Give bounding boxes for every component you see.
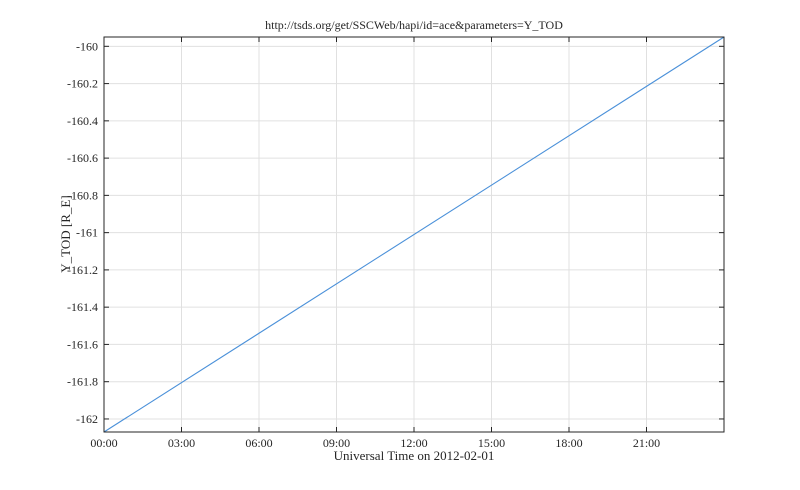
chart-title: http://tsds.org/get/SSCWeb/hapi/id=ace&p… <box>265 18 563 32</box>
y-tick-label: -160.8 <box>67 188 98 202</box>
x-tick-label: 12:00 <box>400 436 427 450</box>
x-tick-label: 15:00 <box>478 436 505 450</box>
y-tick-label: -161 <box>76 226 98 240</box>
y-tick-label: -161.6 <box>67 337 98 351</box>
y-tick-label: -161.2 <box>67 263 98 277</box>
y-tick-label: -160.2 <box>67 77 98 91</box>
x-tick-label: 06:00 <box>245 436 272 450</box>
x-tick-label: 03:00 <box>168 436 195 450</box>
y-tick-label: -160.6 <box>67 151 98 165</box>
y-tick-label: -161.8 <box>67 375 98 389</box>
series-group <box>103 36 725 433</box>
x-axis-ticks: 00:00 03:00 06:00 09:00 12:00 15:00 18:00 21:00 <box>90 37 660 450</box>
y-axis-ticks: -160 -160.2 -160.4 -160.6 -160.8 -161 -161.2 -1… <box>67 39 724 426</box>
y-axis-label: Y_TOD [R_E] <box>58 195 73 272</box>
grid-lines <box>104 37 724 432</box>
x-tick-label: 00:00 <box>90 436 117 450</box>
x-axis-label: Universal Time on 2012-02-01 <box>334 448 495 463</box>
y-tick-label: -162 <box>76 412 98 426</box>
x-tick-label: 18:00 <box>555 436 582 450</box>
y-tick-label: -161.4 <box>67 300 98 314</box>
y-tick-label: -160 <box>76 39 98 53</box>
y-tick-label: -160.4 <box>67 114 98 128</box>
x-tick-label: 21:00 <box>633 436 660 450</box>
series-line <box>103 36 725 433</box>
x-tick-label: 09:00 <box>323 436 350 450</box>
